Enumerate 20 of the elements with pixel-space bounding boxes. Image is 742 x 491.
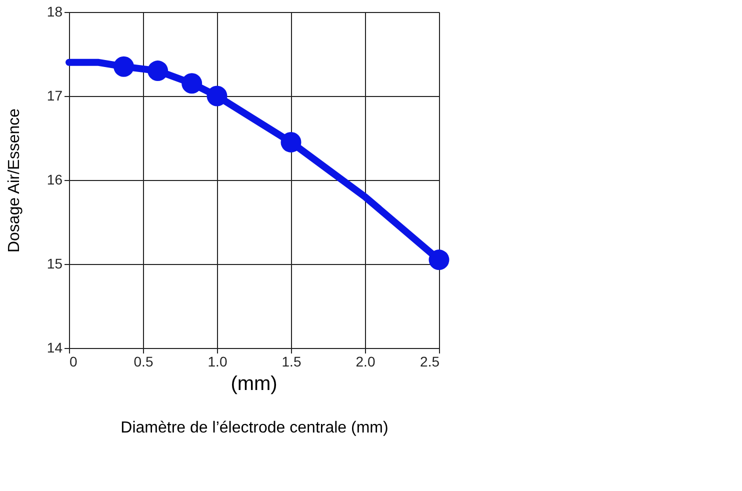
x-tick-label: 2.0 xyxy=(356,354,376,370)
y-tick-label: 14 xyxy=(46,340,63,356)
y-tick-label: 16 xyxy=(46,172,63,188)
text: (mm) xyxy=(230,373,278,395)
y-tick-label: 17 xyxy=(46,88,63,104)
point xyxy=(182,73,202,94)
point xyxy=(114,56,134,77)
x-tick-label: 1.5 xyxy=(282,354,302,370)
point xyxy=(148,60,168,82)
x-axis-title: Diamètre de l’électrode centrale (mm) xyxy=(120,420,388,436)
point xyxy=(206,86,228,106)
x-tick-label: 1.0 xyxy=(208,354,228,370)
x-tick-label: 2.5 xyxy=(420,354,440,370)
y-tick-label: 18 xyxy=(46,4,63,20)
y-tick-label: 15 xyxy=(46,256,63,272)
point xyxy=(428,250,450,270)
point xyxy=(280,132,302,152)
x-tick-label: 0 xyxy=(70,354,78,370)
x-tick-label: 0.5 xyxy=(134,354,154,370)
y-axis-title: Dosage Air/Essence xyxy=(6,108,23,253)
